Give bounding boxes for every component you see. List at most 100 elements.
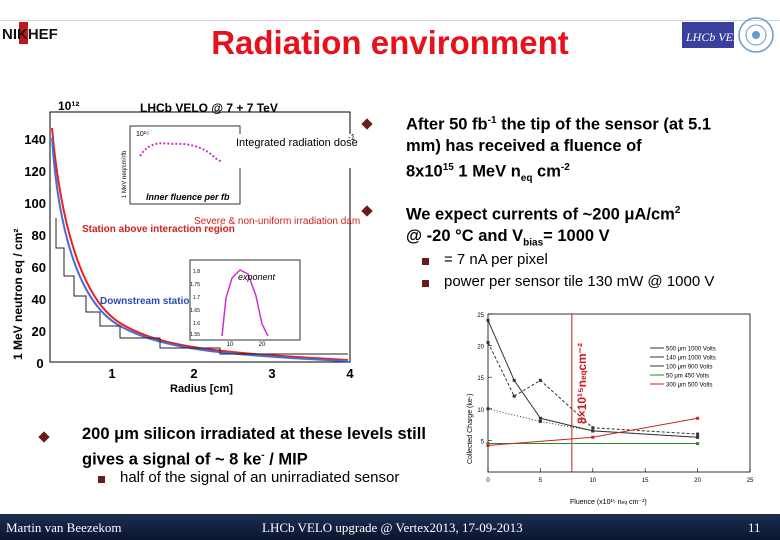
svg-text:Downstream station: Downstream station xyxy=(100,296,196,307)
sub-bullet-half-signal: half of the signal of an unirradiated se… xyxy=(120,469,400,486)
svg-text:10: 10 xyxy=(227,342,234,348)
data-point xyxy=(512,378,516,382)
svg-text:40: 40 xyxy=(32,292,46,307)
svg-text:0: 0 xyxy=(36,356,43,371)
footer-event: LHCb VELO upgrade @ Vertex2013, 17-09-20… xyxy=(262,520,523,535)
data-point xyxy=(486,407,490,411)
svg-text:10¹²: 10¹² xyxy=(58,99,79,113)
svg-text:20: 20 xyxy=(259,342,266,348)
fluence-vs-radius-plot: 140 120 40 100 80 60 40 20 0 1 2 3 4 10¹… xyxy=(0,98,380,398)
bullet-diamond xyxy=(361,205,373,217)
y-tick-label: 25 xyxy=(477,313,484,319)
svg-text:1.55: 1.55 xyxy=(190,332,200,338)
y-tick-label: 5 xyxy=(481,439,485,445)
collected-charge-chart: 25 20 15 10 5 0 5 10 15 20 25 500 μm 1000 Volts 140 … xyxy=(460,310,760,510)
x-tick-label: 10 xyxy=(589,478,596,484)
footer-bar xyxy=(0,514,780,540)
svg-text:Station above interaction regi: Station above interaction region xyxy=(82,224,235,235)
svg-text:NIKHEF: NIKHEF xyxy=(2,26,58,43)
data-point xyxy=(696,442,700,446)
fluence-annotation: 8×10¹⁵neqcm⁻² xyxy=(575,343,589,424)
svg-text:1.8: 1.8 xyxy=(193,269,200,275)
svg-text:1.7: 1.7 xyxy=(193,295,200,301)
header-rule xyxy=(0,20,780,21)
data-point xyxy=(696,432,700,436)
annotation-end: cm⁻² xyxy=(575,343,589,371)
sub-bullet-square xyxy=(422,280,429,287)
x-axis-label-part: cm⁻²) xyxy=(627,499,647,506)
x-axis-label-part: Fluence (x10¹⁵ n xyxy=(570,499,622,506)
data-point xyxy=(591,429,595,433)
footer-page-number: 11 xyxy=(748,520,761,535)
data-point xyxy=(486,340,490,344)
annotation-sub: eq xyxy=(579,371,588,380)
svg-text:80: 80 xyxy=(32,228,46,243)
data-point xyxy=(486,318,490,322)
bullet-diamond xyxy=(361,118,373,130)
bullet-signal: 200 μm silicon irradiated at these level… xyxy=(82,425,426,469)
svg-text:-1: -1 xyxy=(348,133,356,142)
data-point xyxy=(538,416,542,420)
bullet-fluence: After 50 fb-1 the tip of the sensor (at … xyxy=(406,115,712,184)
data-point xyxy=(591,426,595,430)
y-tick-label: 10 xyxy=(477,408,484,414)
annotation-main: 8×10¹⁵n xyxy=(575,380,589,424)
svg-text:Radius [cm]: Radius [cm] xyxy=(170,383,233,395)
x-tick-label: 0 xyxy=(486,478,490,484)
sub-bullet-pixel-current: = 7 nA per pixel xyxy=(444,251,548,268)
svg-text:100: 100 xyxy=(24,196,46,211)
chart-frame xyxy=(487,313,751,473)
bullet-diamond xyxy=(38,431,50,443)
svg-text:1: 1 xyxy=(108,366,115,381)
legend-entry: 140 μm 1000 Volts xyxy=(666,356,716,362)
svg-text:20: 20 xyxy=(32,324,46,339)
data-point xyxy=(486,442,490,446)
legend-entry: 50 μm 450 Volts xyxy=(666,374,709,380)
nikhef-logo: NIKHEF xyxy=(2,20,66,46)
data-point xyxy=(486,443,490,447)
svg-text:4: 4 xyxy=(346,366,354,381)
svg-text:Integrated radiation dose / fb: Integrated radiation dose / fb xyxy=(236,137,360,149)
data-point xyxy=(512,394,516,398)
sub-bullet-power: power per sensor tile 130 mW @ 1000 V xyxy=(444,273,715,290)
data-point xyxy=(591,435,595,439)
svg-text:Inner fluence per fb: Inner fluence per fb xyxy=(146,192,230,202)
svg-text:LHCb VELO: LHCb VELO xyxy=(685,30,749,44)
x-axis-label: Fluence (x10¹⁵ neq cm⁻²) xyxy=(570,499,647,506)
sub-bullet-square xyxy=(98,476,105,483)
y-axis-label: Collected Charge (ke-) xyxy=(467,394,474,464)
x-tick-label: 5 xyxy=(539,478,543,484)
data-point xyxy=(696,435,700,439)
svg-text:1.65: 1.65 xyxy=(190,308,200,314)
slide-title: Radiation environment xyxy=(211,24,569,61)
y-tick-label: 20 xyxy=(477,345,484,351)
sub-bullet-square xyxy=(422,258,429,265)
svg-text:10¹⁵: 10¹⁵ xyxy=(136,131,149,138)
lhcb-velo-logo: LHCb VELO xyxy=(682,16,776,54)
svg-text:3: 3 xyxy=(268,366,275,381)
svg-text:LHCb VELO @ 7 + 7 TeV: LHCb VELO @ 7 + 7 TeV xyxy=(140,101,278,115)
legend-entry: 100 μm 900 Volts xyxy=(666,365,713,371)
data-point xyxy=(538,419,542,423)
svg-text:1.6: 1.6 xyxy=(193,321,200,327)
svg-text:1.75: 1.75 xyxy=(190,282,200,288)
bullet-currents: We expect currents of ~200 μA/cm2 @ -20 … xyxy=(406,205,681,248)
svg-text:120: 120 xyxy=(24,164,46,179)
y-tick-label: 15 xyxy=(477,376,484,382)
footer-author: Martin van Beezekom xyxy=(6,520,122,535)
legend-entry: 500 μm 1000 Volts xyxy=(666,347,716,353)
svg-text:1 MeV neq/cm²/fb: 1 MeV neq/cm²/fb xyxy=(122,150,128,198)
series-line-2 xyxy=(487,408,698,438)
x-tick-label: 15 xyxy=(642,478,649,484)
x-tick-label: 25 xyxy=(747,478,754,484)
x-tick-label: 20 xyxy=(694,478,701,484)
svg-text:2: 2 xyxy=(190,366,197,381)
svg-text:60: 60 xyxy=(32,260,46,275)
svg-text:Severe & non-uniform irradiati: Severe & non-uniform irradiation damage. xyxy=(194,216,360,227)
data-point xyxy=(696,416,700,420)
legend-entry: 300 μm 500 Volts xyxy=(666,383,713,389)
data-point xyxy=(538,378,542,382)
svg-text:exponent: exponent xyxy=(238,272,276,282)
svg-text:1 MeV neutron eq / cm²: 1 MeV neutron eq / cm² xyxy=(11,229,25,360)
svg-text:140: 140 xyxy=(24,132,46,147)
